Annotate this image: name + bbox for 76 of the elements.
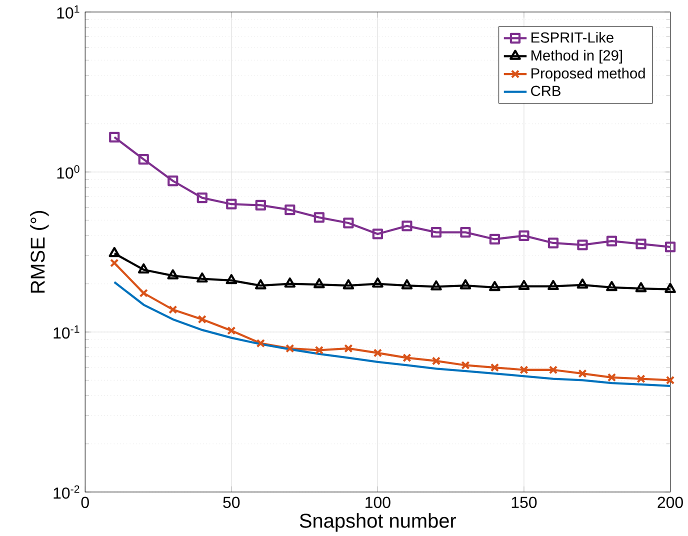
point: [286, 344, 294, 353]
line-series: [113, 280, 670, 387]
point: [578, 369, 587, 378]
point: [167, 269, 179, 280]
point: [461, 360, 470, 370]
point: [460, 279, 472, 290]
point: [577, 240, 588, 250]
point: [372, 228, 384, 240]
x-tick-label: 100: [366, 496, 390, 508]
point: [226, 198, 237, 210]
y-tick-label: 10$^{1}$: [57, 5, 80, 18]
point: [576, 278, 588, 289]
point: [402, 353, 412, 362]
point: [314, 278, 325, 288]
point: [314, 346, 324, 354]
point: [606, 236, 618, 246]
legend-label: Proposed method: [532, 68, 645, 82]
point: [255, 200, 266, 210]
point: [664, 242, 676, 252]
y-tick-label: 10$^{-2}$: [54, 485, 80, 499]
point: [402, 220, 412, 232]
legend-label: ESPRIT-Like: [532, 32, 614, 43]
point: [489, 280, 500, 292]
point: [110, 258, 119, 268]
x-tick-label: 200: [658, 496, 683, 508]
point: [548, 280, 559, 290]
point: [548, 365, 558, 374]
point: [607, 373, 616, 382]
point: [138, 154, 149, 165]
point: [284, 204, 296, 216]
x-axis-title: Snapshot number: [300, 513, 456, 532]
point: [489, 234, 500, 244]
point: [227, 326, 236, 335]
y-tick-label: 10$^{0}$: [57, 165, 80, 179]
point: [139, 288, 148, 298]
point: [430, 280, 442, 290]
point: [606, 280, 618, 292]
point: [344, 344, 353, 353]
point: [168, 175, 178, 186]
point: [108, 246, 120, 258]
point: [518, 230, 530, 241]
point: [314, 212, 324, 223]
point: [256, 338, 266, 348]
point: [168, 305, 178, 314]
point: [664, 282, 676, 293]
legend-label: CRB: [531, 86, 560, 96]
point: [284, 277, 296, 288]
y-axis-title: RMSE (°): [30, 210, 49, 292]
point: [226, 274, 238, 284]
point: [198, 314, 206, 324]
point: [401, 279, 413, 290]
point: [254, 279, 266, 290]
point: [430, 226, 442, 238]
x-tick-label: 0: [81, 496, 89, 508]
point: [636, 238, 646, 250]
point: [109, 132, 120, 142]
point: [460, 226, 471, 238]
point: [520, 365, 528, 374]
point: [343, 218, 354, 228]
point: [666, 376, 675, 384]
point: [138, 263, 150, 274]
point: [196, 192, 208, 204]
point: [196, 272, 208, 282]
legend-label: Method in [29]: [532, 50, 622, 64]
point: [518, 280, 530, 290]
point: [490, 363, 500, 372]
y-tick-label: 10$^{-1}$: [54, 325, 80, 339]
point: [342, 279, 354, 290]
point: [432, 356, 441, 366]
point: [635, 282, 647, 292]
point: [548, 238, 559, 248]
x-tick-label: 150: [512, 496, 537, 508]
x-tick-label: 50: [223, 496, 240, 508]
point: [372, 277, 384, 288]
point: [373, 348, 382, 358]
point: [636, 374, 646, 384]
